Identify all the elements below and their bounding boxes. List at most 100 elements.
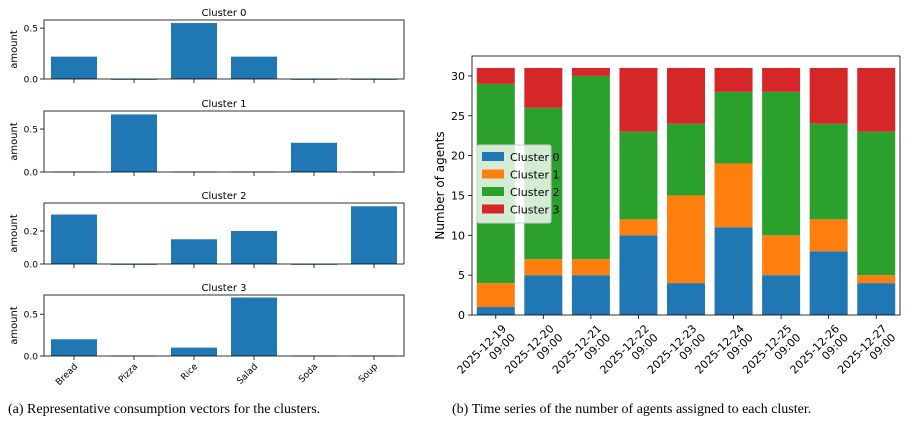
bar-segment-cluster-2-7 [809, 123, 848, 220]
bar-segment-cluster-1-4 [667, 195, 705, 284]
bar-segment-cluster-3-7 [809, 67, 848, 124]
date-tick-label: 2025-12-1909:00 [455, 322, 518, 385]
x-tick-label: Soda [297, 362, 320, 385]
y-tick-label: 5 [458, 269, 465, 282]
cluster-2-axes-frame [43, 202, 405, 265]
bar-cluster-2-soup [351, 206, 397, 264]
bar-segment-cluster-2-4 [667, 123, 705, 196]
y-tick-label: 30 [451, 70, 465, 83]
bar-segment-cluster-1-0 [476, 283, 515, 308]
legend-swatch-cluster-1 [482, 169, 504, 179]
cluster-1-chart: Cluster 1 amount 0.0 0.5 [9, 99, 405, 179]
bar-segment-cluster-0-3 [619, 235, 658, 315]
bar-segment-cluster-0-5 [714, 227, 753, 315]
y-tick-label: 0.0 [24, 353, 39, 363]
bar-segment-cluster-2-2 [571, 75, 610, 260]
bar-segment-cluster-3-6 [762, 67, 801, 92]
y-tick-label: 10 [451, 229, 465, 242]
bar-cluster-3-bread [51, 339, 97, 356]
bar-segment-cluster-1-1 [524, 259, 563, 276]
cluster-0-chart: Cluster 0 amount 0.0 0.5 [9, 8, 405, 86]
agents-axes-frame [471, 55, 901, 316]
bar-cluster-1-soda [291, 142, 337, 172]
bar-segment-cluster-3-0 [476, 67, 515, 84]
bar-segment-cluster-0-8 [857, 283, 896, 315]
legend-swatch-cluster-2 [482, 187, 504, 196]
bar-segment-cluster-3-4 [667, 67, 705, 124]
caption-b: (b) Time series of the number of agents … [452, 402, 812, 417]
legend-label-cluster-1: Cluster 1 [510, 169, 560, 182]
y-tick-label: 0.5 [24, 25, 38, 35]
agents-stacked-chart: Number of agents2025-12-1909:002025-12-2… [433, 55, 901, 385]
cluster-3-ylabel: amount [9, 306, 20, 345]
legend-swatch-cluster-0 [482, 152, 504, 161]
bar-segment-cluster-0-7 [809, 251, 848, 315]
bar-segment-cluster-1-8 [857, 275, 896, 284]
caption-a: (a) Representative consumption vectors f… [8, 402, 321, 417]
x-tick-label: Salad [235, 362, 260, 387]
figure: Cluster 0 amount 0.0 0.5 Cluster 1 amount 0.0 0… [9, 8, 901, 388]
date-tick-label: 2025-12-2409:00 [692, 322, 755, 385]
bar-segment-cluster-1-5 [714, 163, 753, 228]
bar-segment-cluster-2-5 [714, 91, 753, 164]
y-tick-label: 0.5 [24, 126, 38, 136]
bar-cluster-0-salad [231, 56, 277, 79]
date-tick-label: 2025-12-2109:00 [550, 322, 613, 385]
agents-ylabel: Number of agents [433, 131, 447, 239]
x-tick-label: Rice [179, 362, 200, 383]
bar-cluster-0-bread [51, 56, 97, 79]
cluster-3-axes-frame [43, 294, 405, 357]
bar-segment-cluster-0-2 [571, 275, 610, 315]
bar-segment-cluster-2-3 [619, 131, 658, 220]
y-tick-label: 25 [451, 110, 465, 123]
bar-cluster-2-salad [231, 231, 277, 264]
legend-label-cluster-3: Cluster 3 [510, 204, 560, 217]
x-tick-label: Bread [54, 362, 80, 388]
bar-cluster-2-rice [171, 239, 217, 264]
y-tick-label: 0.5 [24, 311, 38, 321]
y-tick-label: 0.0 [24, 76, 39, 86]
bar-segment-cluster-1-6 [762, 235, 801, 276]
cluster-2-chart: Cluster 2 amount 0.0 0.2 [9, 191, 405, 271]
legend-label-cluster-2: Cluster 2 [510, 186, 560, 199]
bar-segment-cluster-1-7 [809, 219, 848, 252]
bar-segment-cluster-0-1 [524, 275, 563, 315]
bar-segment-cluster-2-8 [857, 131, 896, 276]
cluster-3-title: Cluster 3 [201, 283, 246, 294]
date-tick-label: 2025-12-2609:00 [788, 322, 851, 385]
y-tick-label: 0.2 [24, 228, 38, 238]
bar-segment-cluster-2-6 [762, 91, 801, 236]
legend-box [476, 144, 552, 224]
cluster-0-title: Cluster 0 [201, 8, 246, 19]
bar-segment-cluster-3-1 [524, 67, 563, 108]
bar-segment-cluster-3-8 [857, 67, 896, 132]
bar-segment-cluster-1-2 [571, 259, 610, 276]
cluster-0-ylabel: amount [9, 30, 20, 69]
date-tick-label: 2025-12-2709:00 [835, 322, 898, 385]
cluster-1-title: Cluster 1 [201, 99, 246, 110]
date-tick-label: 2025-12-2009:00 [502, 322, 565, 385]
cluster-2-ylabel: amount [9, 214, 20, 253]
cluster-1-axes-frame [43, 110, 405, 173]
bar-segment-cluster-0-4 [667, 283, 705, 315]
bar-segment-cluster-1-3 [619, 219, 658, 236]
y-tick-label: 0.0 [24, 169, 39, 179]
date-tick-label: 2025-12-2309:00 [645, 322, 708, 385]
legend-label-cluster-0: Cluster 0 [510, 151, 560, 164]
cluster-3-chart: Cluster 3 amount Bread Pizza Rice Salad Soda So… [9, 283, 405, 388]
cluster-2-title: Cluster 2 [201, 191, 246, 202]
cluster-1-ylabel: amount [9, 122, 20, 161]
bar-cluster-3-rice [171, 347, 217, 356]
legend-swatch-cluster-3 [482, 204, 504, 214]
bar-cluster-3-salad [231, 297, 277, 356]
y-tick-label: 0.0 [24, 261, 39, 271]
bar-segment-cluster-0-0 [476, 307, 515, 315]
x-tick-label: Pizza [117, 362, 140, 385]
date-tick-label: 2025-12-2209:00 [597, 322, 660, 385]
bar-cluster-0-rice [171, 23, 217, 79]
bar-segment-cluster-3-3 [619, 67, 658, 132]
bar-cluster-2-bread [51, 214, 97, 264]
cluster-0-axes-frame [43, 19, 405, 80]
x-tick-label: Soup [357, 362, 380, 385]
agents-legend: Cluster 0 Cluster 1 Cluster 2 Cluster 3 [476, 144, 560, 224]
